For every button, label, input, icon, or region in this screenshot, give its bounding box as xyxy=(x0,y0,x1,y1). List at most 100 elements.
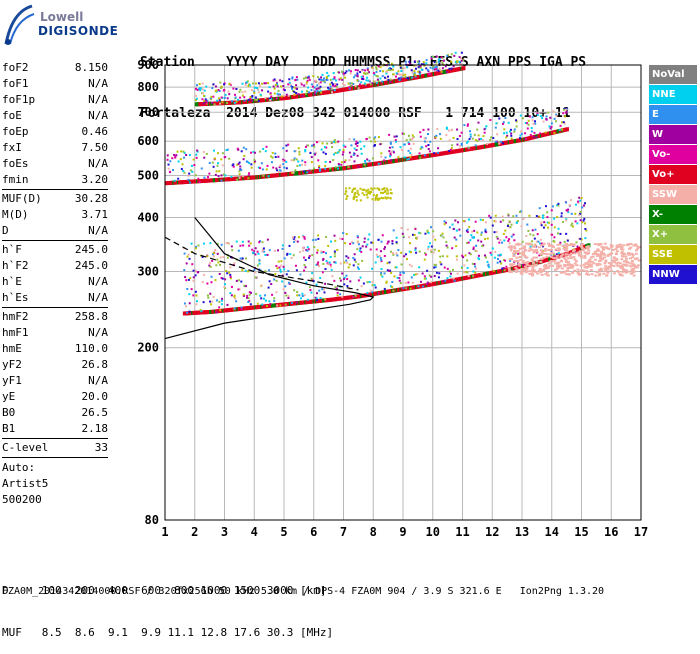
echo-point xyxy=(315,297,318,300)
echo-point xyxy=(531,119,534,122)
echo-point xyxy=(354,260,357,263)
echo-point xyxy=(211,101,214,104)
echo-point xyxy=(480,137,483,140)
echo-point xyxy=(530,127,533,130)
echo-point xyxy=(189,277,192,280)
echo-point xyxy=(314,90,317,93)
echo-point xyxy=(317,265,320,268)
echo-point xyxy=(585,229,588,232)
echo-point xyxy=(446,246,449,249)
echo-point xyxy=(595,264,599,267)
echo-point xyxy=(166,154,169,157)
echo-point xyxy=(532,245,536,248)
echo-point xyxy=(544,263,548,266)
echo-point xyxy=(576,271,580,274)
echo-point xyxy=(268,97,271,100)
echo-point xyxy=(513,128,516,131)
echo-point xyxy=(354,187,357,190)
echo-point xyxy=(167,163,170,166)
echo-point xyxy=(427,70,430,73)
echo-point xyxy=(342,72,345,75)
echo-point xyxy=(426,281,429,284)
echo-point xyxy=(534,122,537,125)
echo-point xyxy=(367,79,370,82)
echo-point xyxy=(468,138,471,141)
echo-point xyxy=(283,89,286,92)
echo-point xyxy=(361,188,364,191)
echo-point xyxy=(325,235,328,238)
echo-point xyxy=(316,90,319,93)
param-label: fmin xyxy=(2,173,29,186)
echo-point xyxy=(222,256,225,259)
echo-point xyxy=(565,260,569,263)
echo-point xyxy=(351,188,354,191)
echo-point xyxy=(283,159,286,162)
echo-point xyxy=(568,244,572,247)
echo-point xyxy=(233,93,236,96)
echo-point xyxy=(291,89,294,92)
echo-point xyxy=(330,91,333,94)
echo-point xyxy=(363,145,366,148)
echo-point xyxy=(341,238,344,241)
echo-point xyxy=(507,223,510,226)
echo-point xyxy=(510,132,513,135)
echo-point xyxy=(216,242,219,245)
echo-point xyxy=(305,81,308,84)
echo-point xyxy=(571,225,574,228)
echo-point xyxy=(318,87,321,90)
echo-point xyxy=(371,188,374,191)
echo-point xyxy=(579,237,582,240)
echo-point xyxy=(307,144,310,147)
echo-point xyxy=(487,264,490,267)
echo-point xyxy=(493,220,496,223)
echo-point xyxy=(408,60,411,63)
echo-point xyxy=(371,267,374,270)
echo-point xyxy=(422,63,425,66)
echo-point xyxy=(260,284,263,287)
echo-point xyxy=(573,262,577,265)
echo-point xyxy=(404,73,407,76)
echo-point xyxy=(604,265,608,268)
echo-point xyxy=(285,93,288,96)
echo-point xyxy=(380,155,383,158)
echo-point xyxy=(448,67,451,70)
echo-point xyxy=(426,229,429,232)
echo-point xyxy=(414,67,417,70)
echo-point xyxy=(390,67,393,70)
echo-point xyxy=(307,91,310,94)
echo-point xyxy=(377,80,380,83)
echo-point xyxy=(288,81,291,84)
echo-point xyxy=(357,87,360,90)
param-row: foEs N/A xyxy=(2,156,108,172)
echo-point xyxy=(595,263,599,266)
echo-point xyxy=(543,249,547,252)
echo-point xyxy=(534,263,538,266)
echo-point xyxy=(400,227,403,230)
echo-point xyxy=(180,168,183,171)
echo-point xyxy=(293,157,296,160)
echo-point xyxy=(584,228,587,231)
echo-point xyxy=(577,200,580,203)
echo-point xyxy=(625,264,629,267)
echo-point xyxy=(373,284,376,287)
echo-point xyxy=(564,253,568,256)
echo-point xyxy=(560,215,563,218)
echo-point xyxy=(539,249,543,252)
echo-point xyxy=(542,265,546,268)
echo-point xyxy=(464,254,467,257)
echo-point xyxy=(481,245,484,248)
logo-line1: Lowell xyxy=(40,10,84,24)
echo-point xyxy=(343,276,346,279)
echo-point xyxy=(238,176,241,179)
echo-point xyxy=(177,177,180,180)
echo-point xyxy=(395,266,398,269)
echo-point xyxy=(480,231,483,234)
echo-point xyxy=(533,237,536,240)
echo-point xyxy=(467,146,470,149)
echo-point xyxy=(489,119,492,122)
echo-point xyxy=(579,264,583,267)
echo-point xyxy=(383,255,386,258)
echo-point xyxy=(295,84,298,87)
echo-point xyxy=(518,255,522,258)
echo-point xyxy=(308,286,311,289)
